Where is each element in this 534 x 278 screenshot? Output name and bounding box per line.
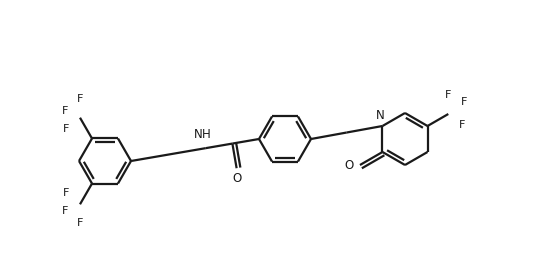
Text: O: O: [345, 158, 354, 172]
Text: F: F: [77, 94, 83, 104]
Text: F: F: [459, 120, 466, 130]
Text: F: F: [62, 124, 69, 134]
Text: F: F: [445, 90, 451, 100]
Text: F: F: [61, 106, 68, 116]
Text: F: F: [77, 218, 83, 228]
Text: F: F: [62, 188, 69, 198]
Text: H: H: [201, 128, 210, 141]
Text: N: N: [193, 128, 202, 141]
Text: N: N: [376, 109, 385, 122]
Text: F: F: [460, 97, 467, 107]
Text: O: O: [232, 172, 241, 185]
Text: F: F: [61, 206, 68, 216]
